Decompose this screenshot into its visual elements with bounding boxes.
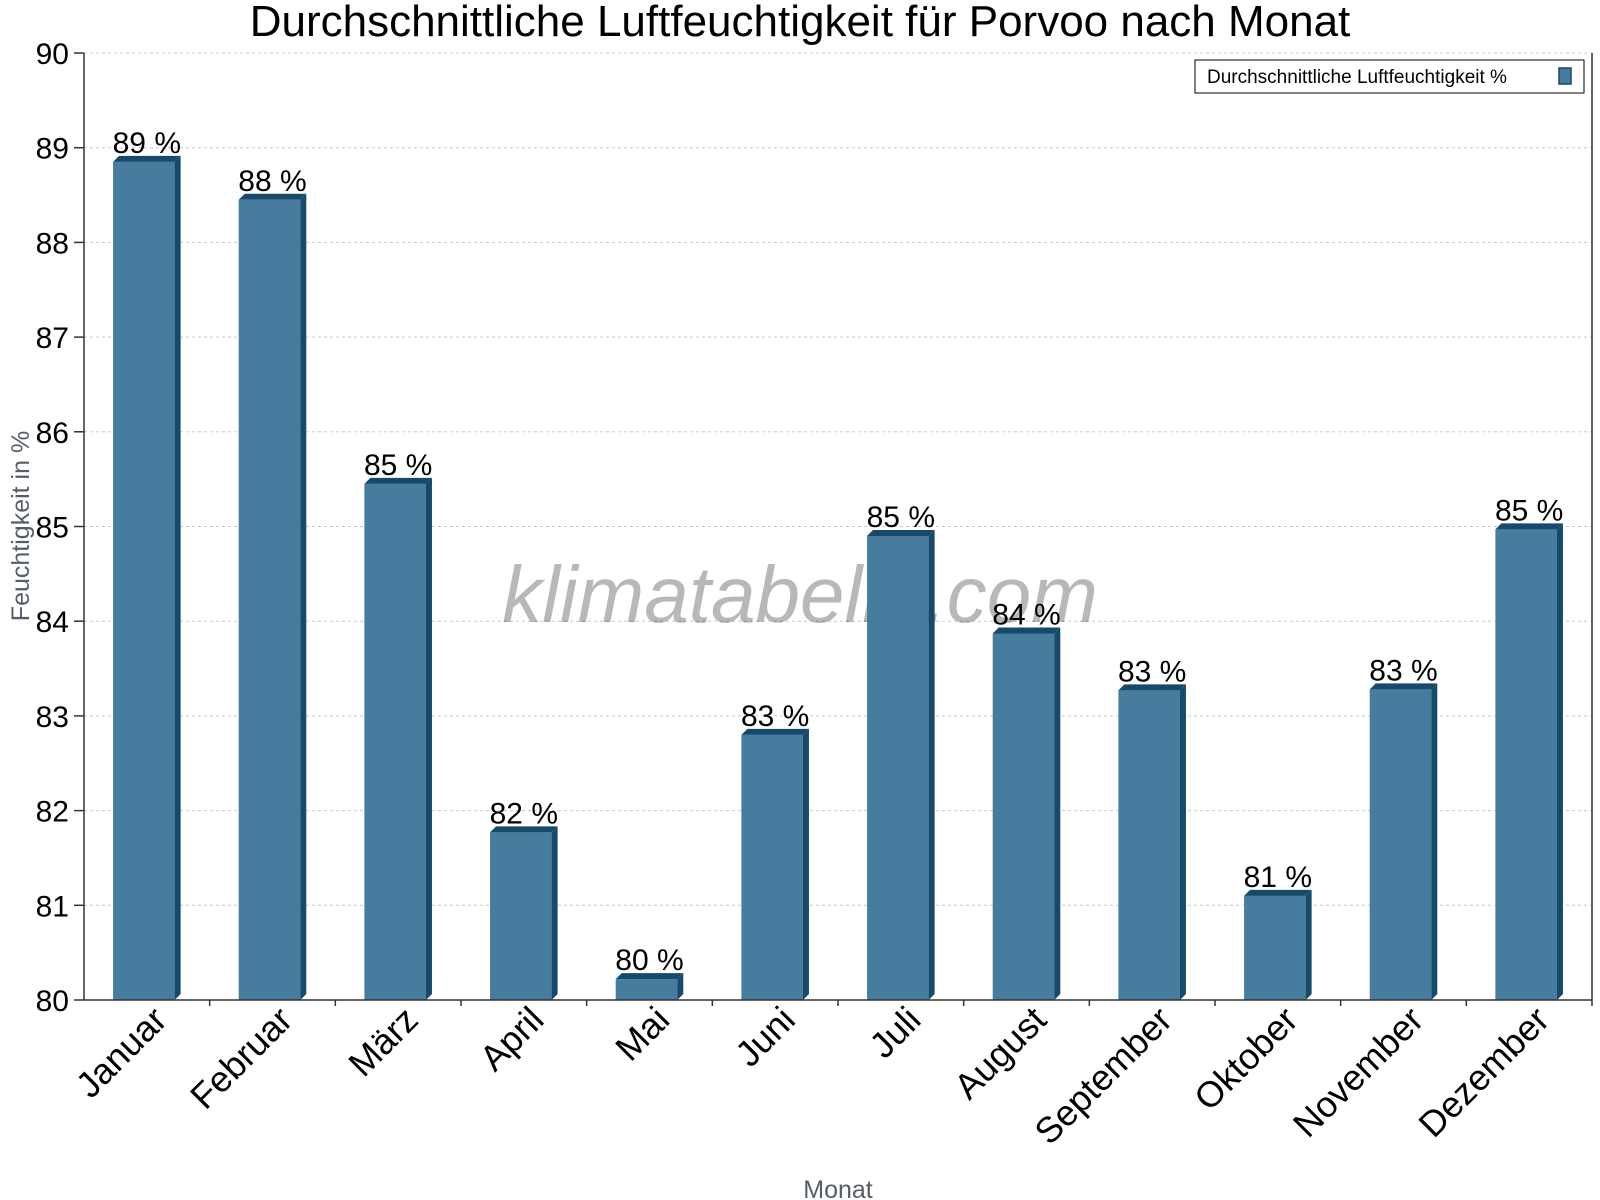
data-label: 83 % bbox=[1118, 655, 1186, 688]
bar-November bbox=[1369, 683, 1438, 1000]
y-tick-label: 83 bbox=[36, 701, 69, 734]
y-tick-label: 87 bbox=[36, 322, 69, 355]
y-tick-label: 88 bbox=[36, 227, 69, 260]
bar-April bbox=[490, 826, 558, 1000]
bar-side bbox=[802, 728, 809, 1000]
legend-label: Durchschnittliche Luftfeuchtigkeit % bbox=[1207, 67, 1507, 88]
bar-top bbox=[238, 193, 307, 200]
bar-top bbox=[741, 728, 809, 735]
bar-face bbox=[615, 979, 678, 1000]
y-axis-ticks: 80 81 82 83 84 85 86 87 88 89 90 bbox=[36, 38, 84, 1018]
bar-März bbox=[364, 477, 432, 1000]
data-label: 82 % bbox=[490, 797, 558, 830]
bar-Februar bbox=[238, 193, 307, 1000]
bar-face bbox=[1244, 895, 1306, 1000]
bar-top bbox=[364, 477, 432, 484]
x-tick-label: März bbox=[340, 999, 426, 1085]
bar-top bbox=[1118, 684, 1186, 691]
bar-Januar bbox=[113, 155, 181, 1000]
bar-face bbox=[113, 161, 175, 1000]
data-label: 84 % bbox=[992, 599, 1060, 632]
bar-side bbox=[677, 973, 684, 1000]
bar-September bbox=[1118, 684, 1186, 1000]
x-tick-label: Februar bbox=[182, 999, 300, 1117]
bar-top bbox=[867, 529, 935, 536]
bar-face bbox=[238, 199, 301, 1000]
x-axis-title: Monat bbox=[803, 1176, 873, 1200]
bar-face bbox=[490, 832, 552, 1000]
bar-face bbox=[867, 535, 929, 1000]
y-tick-label: 81 bbox=[36, 890, 69, 923]
bar-top bbox=[992, 627, 1061, 634]
bar-side bbox=[1054, 627, 1061, 1000]
y-tick-label: 90 bbox=[36, 38, 69, 71]
bar-top bbox=[1369, 683, 1438, 690]
x-tick-label: Dezember bbox=[1410, 999, 1556, 1145]
bar-side bbox=[1431, 683, 1438, 1000]
x-axis-ticks: Januar Februar März April Mai Juni Juli AugustS… bbox=[68, 999, 1593, 1153]
y-tick-label: 84 bbox=[36, 606, 69, 639]
x-tick-label: Juli bbox=[861, 999, 928, 1066]
data-label: 81 % bbox=[1244, 861, 1312, 894]
y-tick-label: 86 bbox=[36, 417, 69, 450]
bar-face bbox=[1118, 690, 1180, 1000]
legend[interactable]: Durchschnittliche Luftfeuchtigkeit % bbox=[1194, 59, 1585, 94]
data-label: 80 % bbox=[615, 944, 683, 977]
data-label: 83 % bbox=[741, 700, 809, 733]
x-tick-label: Oktober bbox=[1186, 999, 1306, 1119]
bar-Juli bbox=[867, 529, 935, 1000]
y-tick-label: 80 bbox=[36, 985, 69, 1018]
x-tick-label: Januar bbox=[68, 999, 175, 1106]
bar-side bbox=[1305, 889, 1312, 1000]
watermark: klimatabelle.com bbox=[502, 550, 1098, 639]
y-tick-label: 85 bbox=[36, 512, 69, 545]
y-axis-title: Feuchtigkeit in % bbox=[7, 431, 35, 621]
bar-face bbox=[364, 483, 426, 1000]
x-tick-label: Mai bbox=[607, 999, 677, 1069]
data-label: 85 % bbox=[867, 501, 935, 534]
bars bbox=[113, 155, 1563, 1000]
legend-swatch bbox=[1558, 67, 1572, 85]
bar-top bbox=[490, 826, 558, 833]
data-labels: 89 % 88 % 85 % 82 % 80 % 83 % 85 % 84 % 83 % 81 %… bbox=[113, 127, 1564, 977]
bar-top bbox=[615, 973, 684, 980]
bar-side bbox=[300, 193, 307, 1000]
data-label: 83 % bbox=[1369, 654, 1437, 687]
bar-side bbox=[425, 477, 432, 1000]
bar-side bbox=[1179, 684, 1186, 1000]
x-tick-label: April bbox=[472, 999, 552, 1079]
y-tick-label: 89 bbox=[36, 133, 69, 166]
bar-side bbox=[174, 155, 181, 1000]
bar-side bbox=[928, 529, 935, 1000]
bar-Dezember bbox=[1495, 523, 1563, 1000]
bar-face bbox=[1369, 689, 1432, 1000]
bar-top bbox=[113, 155, 181, 162]
x-tick-label: August bbox=[946, 999, 1054, 1107]
data-label: 89 % bbox=[113, 127, 181, 160]
bar-face bbox=[992, 633, 1055, 1000]
y-tick-label: 82 bbox=[36, 796, 69, 829]
data-label: 85 % bbox=[1495, 494, 1563, 527]
bar-August bbox=[992, 627, 1061, 1000]
legend-box bbox=[1194, 59, 1585, 94]
x-tick-label: September bbox=[1026, 999, 1180, 1153]
data-label: 85 % bbox=[364, 449, 432, 482]
x-tick-label: Juni bbox=[727, 999, 803, 1075]
data-label: 88 % bbox=[238, 165, 306, 198]
chart-title: Durchschnittliche Luftfeuchtigkeit für P… bbox=[250, 0, 1351, 46]
bar-Oktober bbox=[1244, 889, 1312, 1000]
gridlines bbox=[84, 52, 1592, 906]
x-tick-label: November bbox=[1285, 999, 1431, 1145]
bar-Mai bbox=[615, 973, 684, 1000]
bar-top bbox=[1495, 523, 1563, 530]
bar-top bbox=[1244, 889, 1312, 896]
bar-face bbox=[741, 734, 803, 1000]
bar-face bbox=[1495, 529, 1557, 1000]
bar-Juni bbox=[741, 728, 809, 1000]
bar-side bbox=[1556, 523, 1563, 1000]
bar-side bbox=[551, 826, 558, 1000]
